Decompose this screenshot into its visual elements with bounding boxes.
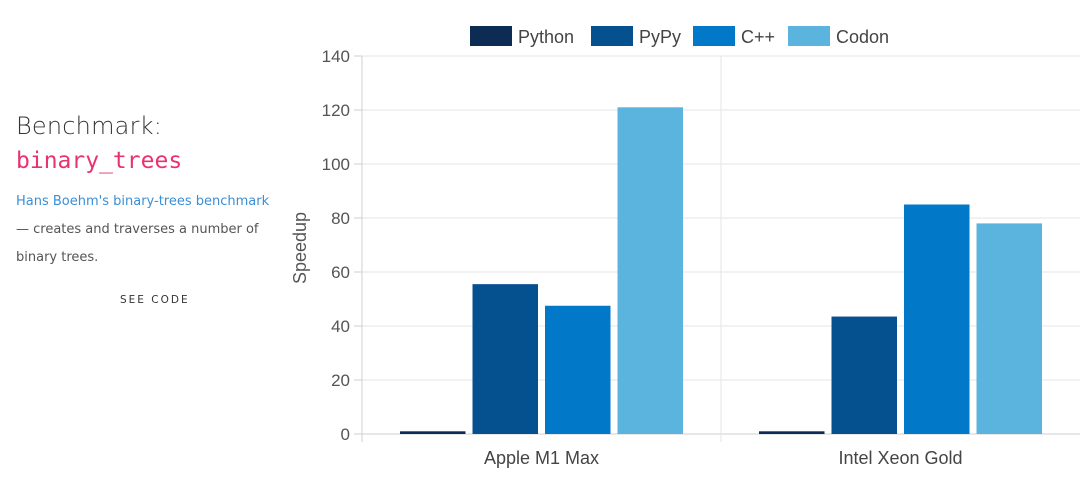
y-tick-label: 140 bbox=[322, 47, 350, 66]
legend-label[interactable]: Python bbox=[518, 27, 574, 47]
benchmark-name: binary_trees bbox=[16, 148, 183, 174]
chart-axes: 0 20 40 60 80 100 120 140 Apple M1 Max Intel Xeon… bbox=[322, 47, 963, 468]
bar-pypy-1[interactable] bbox=[831, 316, 898, 434]
chart-bars bbox=[400, 107, 1043, 435]
bar-python-1[interactable] bbox=[759, 431, 825, 434]
bar-cpp-0[interactable] bbox=[545, 305, 611, 434]
y-axis-label: Speedup bbox=[290, 212, 310, 284]
legend-label[interactable]: C++ bbox=[741, 27, 775, 47]
benchmark-description-block: Hans Boehm's binary-trees benchmark — cr… bbox=[16, 188, 286, 272]
bar-cpp-1[interactable] bbox=[904, 204, 970, 435]
y-tick-label: 80 bbox=[331, 209, 350, 228]
x-category-label: Apple M1 Max bbox=[484, 448, 599, 468]
y-tick-label: 60 bbox=[331, 263, 350, 282]
y-tick-label: 40 bbox=[331, 317, 350, 336]
y-tick-label: 0 bbox=[341, 425, 350, 444]
legend-swatch[interactable] bbox=[693, 26, 735, 46]
benchmark-description: — creates and traverses a number of bina… bbox=[16, 222, 259, 265]
legend-swatch[interactable] bbox=[591, 26, 633, 46]
benchmark-link[interactable]: Hans Boehm's binary-trees benchmark bbox=[16, 194, 270, 209]
legend-swatch[interactable] bbox=[788, 26, 830, 46]
bar-codon-0[interactable] bbox=[617, 107, 684, 435]
legend-swatch[interactable] bbox=[470, 26, 512, 46]
legend-label[interactable]: PyPy bbox=[639, 27, 681, 47]
y-tick-label: 120 bbox=[322, 101, 350, 120]
benchmark-heading: Benchmark: bbox=[16, 112, 163, 140]
benchmark-info: Benchmark: binary_trees Hans Boehm's bin… bbox=[16, 112, 286, 272]
y-tick-label: 100 bbox=[322, 155, 350, 174]
chart-grid bbox=[362, 55, 1080, 442]
bar-pypy-0[interactable] bbox=[472, 284, 539, 434]
chart-legend[interactable]: Python PyPy C++ Codon bbox=[470, 26, 889, 47]
legend-label[interactable]: Codon bbox=[836, 27, 889, 47]
see-code-link[interactable]: SEE CODE bbox=[120, 294, 190, 306]
x-category-label: Intel Xeon Gold bbox=[838, 448, 962, 468]
bar-python-0[interactable] bbox=[400, 431, 466, 434]
bar-codon-1[interactable] bbox=[976, 223, 1043, 434]
y-tick-label: 20 bbox=[331, 371, 350, 390]
